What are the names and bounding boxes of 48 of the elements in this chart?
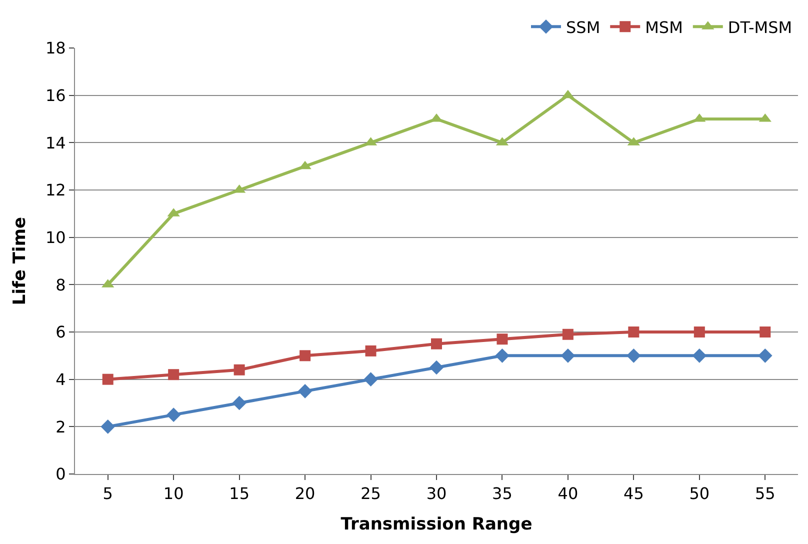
point	[496, 334, 508, 345]
point	[560, 348, 576, 363]
x-tick-label: 45	[624, 484, 644, 504]
y-tick-label: 0	[56, 464, 66, 484]
point	[758, 348, 772, 363]
point	[100, 420, 116, 434]
x-tick-label: 35	[492, 484, 512, 504]
y-tick-label: 12	[45, 180, 66, 200]
x-tick-label: 55	[754, 484, 776, 504]
point	[102, 374, 114, 385]
point	[429, 360, 444, 375]
y-tick-label: 8	[56, 275, 66, 294]
point	[694, 326, 705, 338]
point	[628, 326, 640, 338]
x-tick-label: 25	[360, 484, 381, 504]
x-tick-label: 20	[294, 484, 316, 504]
y-tick-label: 10	[45, 228, 66, 247]
legend-label: SSM	[566, 18, 600, 37]
y-tick-label: 18	[45, 38, 66, 58]
y-axis-title: Life Time	[10, 216, 30, 306]
point	[562, 328, 574, 340]
x-tick-label: 15	[229, 484, 250, 504]
legend-label: DT-MSM	[728, 18, 792, 37]
y-tick-label: 4	[56, 370, 66, 389]
point	[626, 348, 641, 363]
x-tick-label: 50	[689, 484, 710, 504]
point	[234, 364, 245, 376]
legend-label: MSM	[645, 18, 683, 37]
point	[364, 372, 378, 386]
x-tick-label: 30	[426, 484, 447, 504]
x-tick-label: 10	[163, 484, 184, 504]
point	[300, 350, 311, 362]
x-tick-label: 40	[558, 484, 578, 504]
point	[298, 384, 312, 398]
y-tick-label: 14	[45, 133, 66, 152]
point	[232, 396, 246, 410]
x-axis-title: Transmission Range	[340, 514, 532, 535]
point	[431, 338, 442, 350]
point	[760, 326, 771, 338]
point	[166, 408, 181, 422]
x-tick-label: 5	[102, 484, 113, 504]
point	[495, 348, 510, 363]
point	[365, 345, 376, 356]
y-tick-label: 16	[45, 86, 66, 105]
y-tick-label: 2	[56, 417, 66, 436]
point	[168, 369, 180, 380]
point	[692, 348, 707, 363]
y-tick-label: 6	[56, 322, 66, 342]
